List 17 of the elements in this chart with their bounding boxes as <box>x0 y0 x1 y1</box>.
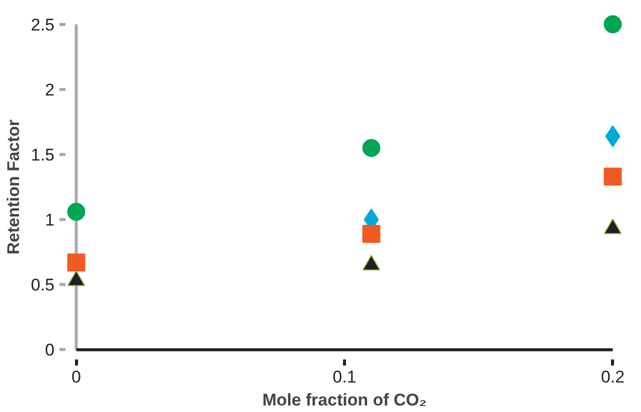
point <box>604 15 622 34</box>
y-tick-label: 0 <box>45 340 55 360</box>
x-axis-title: Mole fraction of CO₂ <box>262 390 427 410</box>
y-axis-title: Retention Factor <box>4 119 23 255</box>
point <box>604 168 622 186</box>
y-tick-label: 1.5 <box>30 145 55 164</box>
y-tick-label: 0.5 <box>30 276 55 295</box>
x-tick-label: 0 <box>72 368 81 386</box>
point <box>362 138 380 157</box>
point <box>67 202 86 221</box>
x-tick-label: 0.2 <box>600 368 625 386</box>
y-tick-label: 1 <box>45 210 55 230</box>
point <box>362 224 380 243</box>
y-tick-label: 2.5 <box>30 15 55 34</box>
y-tick-label: 2 <box>45 80 55 100</box>
point <box>67 254 86 272</box>
x-tick-label: 0.1 <box>332 368 356 386</box>
